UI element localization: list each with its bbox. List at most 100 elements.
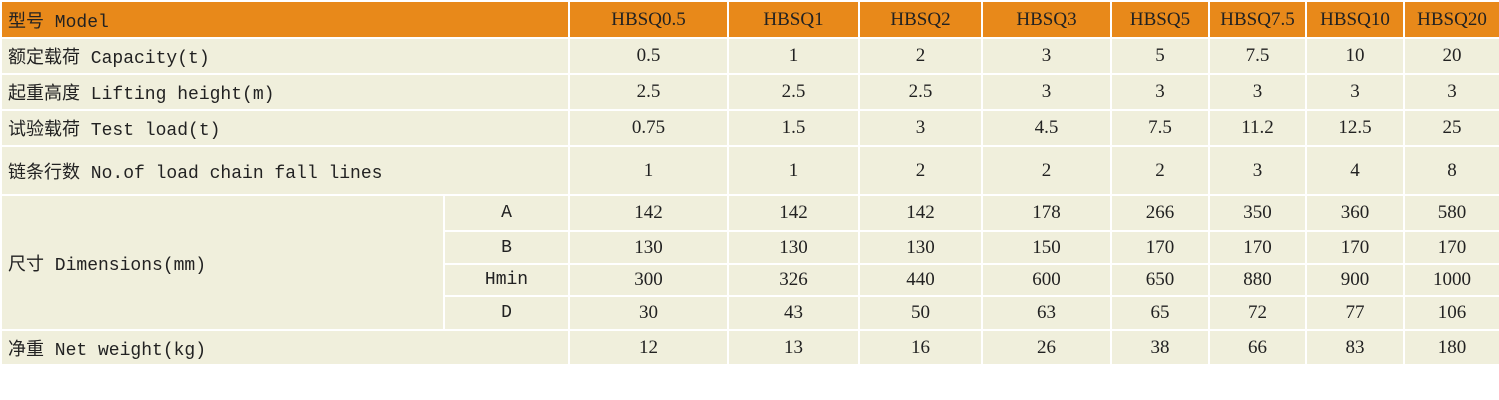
cell-value: 63 — [981, 295, 1112, 331]
cell-value: 142 — [858, 194, 983, 232]
cell-value: 7.5 — [1110, 109, 1210, 147]
cell-value: 180 — [1403, 329, 1499, 366]
cell-value: 50 — [858, 295, 983, 331]
cell-value: 43 — [727, 295, 860, 331]
cell-value: 170 — [1403, 230, 1499, 265]
cell-value: 72 — [1208, 295, 1307, 331]
table-row: B 130 130 130 150 170 170 170 170 — [1, 230, 1499, 265]
model-name: HBSQ10 — [1305, 0, 1405, 39]
row-label: 额定载荷 Capacity(t) — [0, 37, 570, 75]
cell-value: 900 — [1305, 263, 1405, 297]
cell-value: 65 — [1110, 295, 1210, 331]
cell-value: 2 — [858, 37, 983, 75]
cell-value: 130 — [568, 230, 729, 265]
row-label: 净重 Net weight(kg) — [0, 329, 570, 366]
cell-value: 178 — [981, 194, 1112, 232]
cell-value: 130 — [727, 230, 860, 265]
cell-value: 360 — [1305, 194, 1405, 232]
cell-value: 650 — [1110, 263, 1210, 297]
cell-value: 3 — [1208, 145, 1307, 196]
cell-value: 4 — [1305, 145, 1405, 196]
cell-value: 66 — [1208, 329, 1307, 366]
table-row: 型号 Model HBSQ0.5 HBSQ1 HBSQ2 HBSQ3 HBSQ5 HBSQ7… — [0, 0, 1499, 39]
cell-value: 25 — [1403, 109, 1499, 147]
cell-value: 170 — [1305, 230, 1405, 265]
sub-label: A — [443, 194, 570, 232]
sub-label: B — [443, 230, 570, 265]
cell-value: 12 — [568, 329, 729, 366]
cell-value: 3 — [858, 109, 983, 147]
cell-value: 170 — [1110, 230, 1210, 265]
cell-value: 2.5 — [568, 73, 729, 111]
cell-value: 2.5 — [858, 73, 983, 111]
table-row: Hmin 300 326 440 600 650 880 900 1000 — [1, 263, 1499, 297]
cell-value: 2 — [1110, 145, 1210, 196]
model-name: HBSQ20 — [1403, 0, 1499, 39]
spec-table: 型号 Model HBSQ0.5 HBSQ1 HBSQ2 HBSQ3 HBSQ5 HBSQ7… — [0, 0, 1499, 366]
model-name: HBSQ7.5 — [1208, 0, 1307, 39]
table-row: 额定载荷 Capacity(t) 0.5 1 2 3 5 7.5 10 20 — [0, 37, 1499, 75]
cell-value: 440 — [858, 263, 983, 297]
cell-value: 130 — [858, 230, 983, 265]
cell-value: 77 — [1305, 295, 1405, 331]
cell-value: 1.5 — [727, 109, 860, 147]
cell-value: 106 — [1403, 295, 1499, 331]
cell-value: 3 — [1208, 73, 1307, 111]
cell-value: 1 — [727, 37, 860, 75]
cell-value: 3 — [981, 73, 1112, 111]
cell-value: 580 — [1403, 194, 1499, 232]
header-label: 型号 Model — [0, 0, 570, 39]
cell-value: 2.5 — [727, 73, 860, 111]
cell-value: 170 — [1208, 230, 1307, 265]
cell-value: 8 — [1403, 145, 1499, 196]
cell-value: 3 — [981, 37, 1112, 75]
cell-value: 880 — [1208, 263, 1307, 297]
cell-value: 326 — [727, 263, 860, 297]
cell-value: 83 — [1305, 329, 1405, 366]
cell-value: 3 — [1403, 73, 1499, 111]
model-name: HBSQ5 — [1110, 0, 1210, 39]
cell-value: 3 — [1110, 73, 1210, 111]
table-row: 链条行数 No.of load chain fall lines 1 1 2 2 2 3 4 8 — [0, 145, 1499, 196]
cell-value: 142 — [568, 194, 729, 232]
cell-value: 4.5 — [981, 109, 1112, 147]
table-row: 尺寸 Dimensions(mm) A 142 142 142 178 266 350 360 5… — [0, 194, 1499, 331]
cell-value: 13 — [727, 329, 860, 366]
cell-value: 30 — [568, 295, 729, 331]
cell-value: 1 — [727, 145, 860, 196]
cell-value: 26 — [981, 329, 1112, 366]
cell-value: 2 — [858, 145, 983, 196]
table-row: 起重高度 Lifting height(m) 2.5 2.5 2.5 3 3 3 3 3 — [0, 73, 1499, 111]
model-name: HBSQ1 — [727, 0, 860, 39]
sub-label: D — [443, 295, 570, 331]
cell-value: 1000 — [1403, 263, 1499, 297]
cell-value: 142 — [727, 194, 860, 232]
cell-value: 150 — [981, 230, 1112, 265]
cell-value: 3 — [1305, 73, 1405, 111]
cell-value: 266 — [1110, 194, 1210, 232]
cell-value: 600 — [981, 263, 1112, 297]
row-label: 尺寸 Dimensions(mm) — [0, 194, 445, 331]
cell-value: 2 — [981, 145, 1112, 196]
sub-label: Hmin — [443, 263, 570, 297]
cell-value: 0.5 — [568, 37, 729, 75]
cell-value: 38 — [1110, 329, 1210, 366]
cell-value: 7.5 — [1208, 37, 1307, 75]
cell-value: 5 — [1110, 37, 1210, 75]
model-name: HBSQ3 — [981, 0, 1112, 39]
cell-value: 20 — [1403, 37, 1499, 75]
table-row: 净重 Net weight(kg) 12 13 16 26 38 66 83 180 — [0, 329, 1499, 366]
cell-value: 12.5 — [1305, 109, 1405, 147]
model-name: HBSQ0.5 — [568, 0, 729, 39]
table-row: 试验载荷 Test load(t) 0.75 1.5 3 4.5 7.5 11.2 12.5 2… — [0, 109, 1499, 147]
cell-value: 350 — [1208, 194, 1307, 232]
cell-value: 16 — [858, 329, 983, 366]
model-name: HBSQ2 — [858, 0, 983, 39]
cell-value: 10 — [1305, 37, 1405, 75]
cell-value: 11.2 — [1208, 109, 1307, 147]
cell-value: 0.75 — [568, 109, 729, 147]
row-label: 试验载荷 Test load(t) — [0, 109, 570, 147]
table-row: D 30 43 50 63 65 72 77 106 — [1, 295, 1499, 331]
cell-value: 1 — [568, 145, 729, 196]
